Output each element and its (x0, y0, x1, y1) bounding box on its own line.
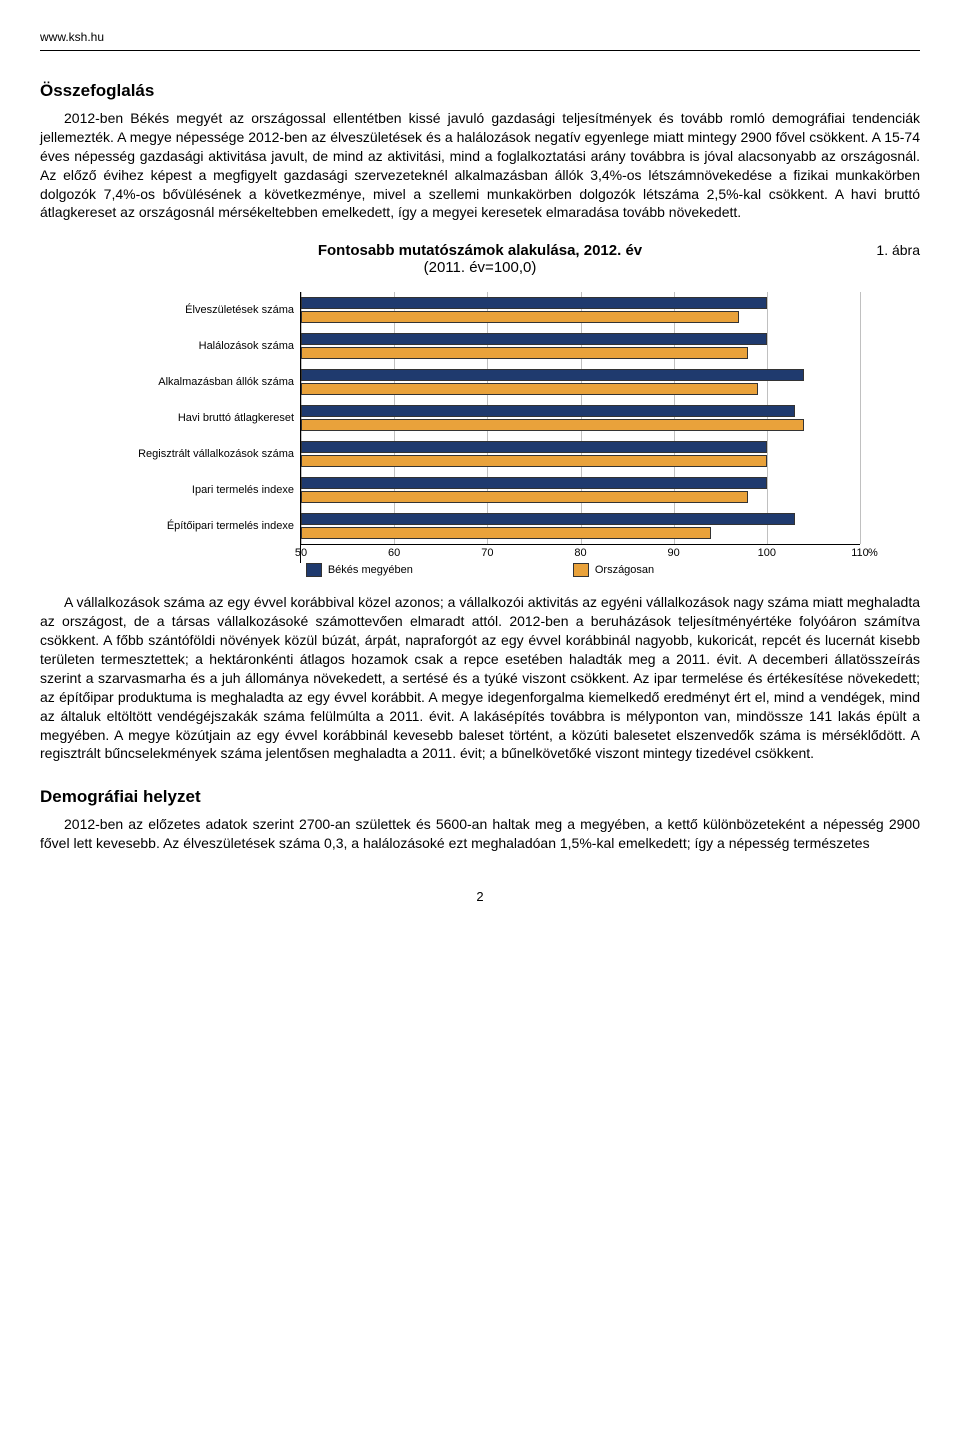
legend-item: Békés megyében (306, 563, 413, 577)
chart-bar-series1 (301, 405, 795, 417)
chart-plot-area (300, 436, 860, 472)
legend-swatch (573, 563, 589, 577)
post-chart-paragraph: A vállalkozások száma az egy évvel koráb… (40, 593, 920, 763)
chart-row: Ipari termelés indexe (100, 472, 860, 508)
chart-category-label: Ipari termelés indexe (100, 484, 300, 496)
chart-gridline (860, 436, 861, 472)
chart-bar-series2 (301, 455, 767, 467)
chart-axis: 5060708090100110% (100, 544, 860, 563)
chart-axis-tick: 110 (851, 547, 869, 559)
chart-gridline (860, 508, 861, 544)
chart-row: Alkalmazásban állók száma (100, 364, 860, 400)
page-number: 2 (40, 889, 920, 904)
legend-label: Országosan (595, 564, 654, 576)
summary-paragraph: 2012-ben Békés megyét az országossal ell… (40, 109, 920, 222)
chart-axis-tick: 100 (758, 547, 776, 559)
chart-bar-series2 (301, 383, 758, 395)
chart-axis-tick: 70 (481, 547, 493, 559)
chart-category-label: Halálozások száma (100, 340, 300, 352)
chart-axis-tick: 90 (668, 547, 680, 559)
chart-plot-area (300, 508, 860, 544)
chart-gridline (767, 328, 768, 364)
chart-bar-series1 (301, 297, 767, 309)
chart-row: Regisztrált vállalkozások száma (100, 436, 860, 472)
header-divider (40, 50, 920, 51)
chart-bar-series1 (301, 369, 804, 381)
chart-axis-tick: 80 (574, 547, 586, 559)
chart-category-label: Élveszületések száma (100, 304, 300, 316)
chart-category-label: Építőipari termelés indexe (100, 520, 300, 532)
chart-bar-series1 (301, 477, 767, 489)
chart-bar-series1 (301, 333, 767, 345)
chart-title: Fontosabb mutatószámok alakulása, 2012. … (40, 242, 920, 259)
chart-gridline (860, 400, 861, 436)
chart-bar-series1 (301, 513, 795, 525)
chart-bar-series2 (301, 419, 804, 431)
chart-bar-series2 (301, 311, 739, 323)
chart-bar-series2 (301, 347, 748, 359)
indicators-bar-chart: Élveszületések száma Halálozások száma Alk… (100, 292, 860, 577)
header-url: www.ksh.hu (40, 30, 920, 44)
figure-label: 1. ábra (876, 242, 920, 258)
chart-title-block: 1. ábra Fontosabb mutatószámok alakulása… (40, 242, 920, 276)
legend-swatch (306, 563, 322, 577)
legend-label: Békés megyében (328, 564, 413, 576)
chart-bar-series1 (301, 441, 767, 453)
chart-gridline (767, 436, 768, 472)
chart-axis-tick: 50 (295, 547, 307, 559)
chart-category-label: Havi bruttó átlagkereset (100, 412, 300, 424)
chart-axis-tick: 60 (388, 547, 400, 559)
chart-plot-area (300, 328, 860, 364)
chart-bar-series2 (301, 491, 748, 503)
chart-plot-area (300, 292, 860, 328)
chart-plot-area (300, 364, 860, 400)
chart-legend: Békés megyében Országosan (100, 563, 860, 577)
chart-row: Havi bruttó átlagkereset (100, 400, 860, 436)
chart-gridline (860, 472, 861, 508)
chart-category-label: Regisztrált vállalkozások száma (100, 448, 300, 460)
chart-row: Élveszületések száma (100, 292, 860, 328)
chart-gridline (767, 472, 768, 508)
chart-gridline (860, 292, 861, 328)
chart-plot-area (300, 400, 860, 436)
chart-gridline (860, 364, 861, 400)
chart-axis-unit: % (868, 547, 878, 559)
demography-heading: Demográfiai helyzet (40, 787, 920, 807)
chart-row: Halálozások száma (100, 328, 860, 364)
chart-gridline (860, 328, 861, 364)
chart-category-label: Alkalmazásban állók száma (100, 376, 300, 388)
summary-heading: Összefoglalás (40, 81, 920, 101)
chart-row: Építőipari termelés indexe (100, 508, 860, 544)
demography-paragraph: 2012-ben az előzetes adatok szerint 2700… (40, 815, 920, 853)
chart-subtitle: (2011. év=100,0) (40, 259, 920, 276)
chart-gridline (767, 292, 768, 328)
legend-item: Országosan (573, 563, 654, 577)
chart-bar-series2 (301, 527, 711, 539)
chart-plot-area (300, 472, 860, 508)
